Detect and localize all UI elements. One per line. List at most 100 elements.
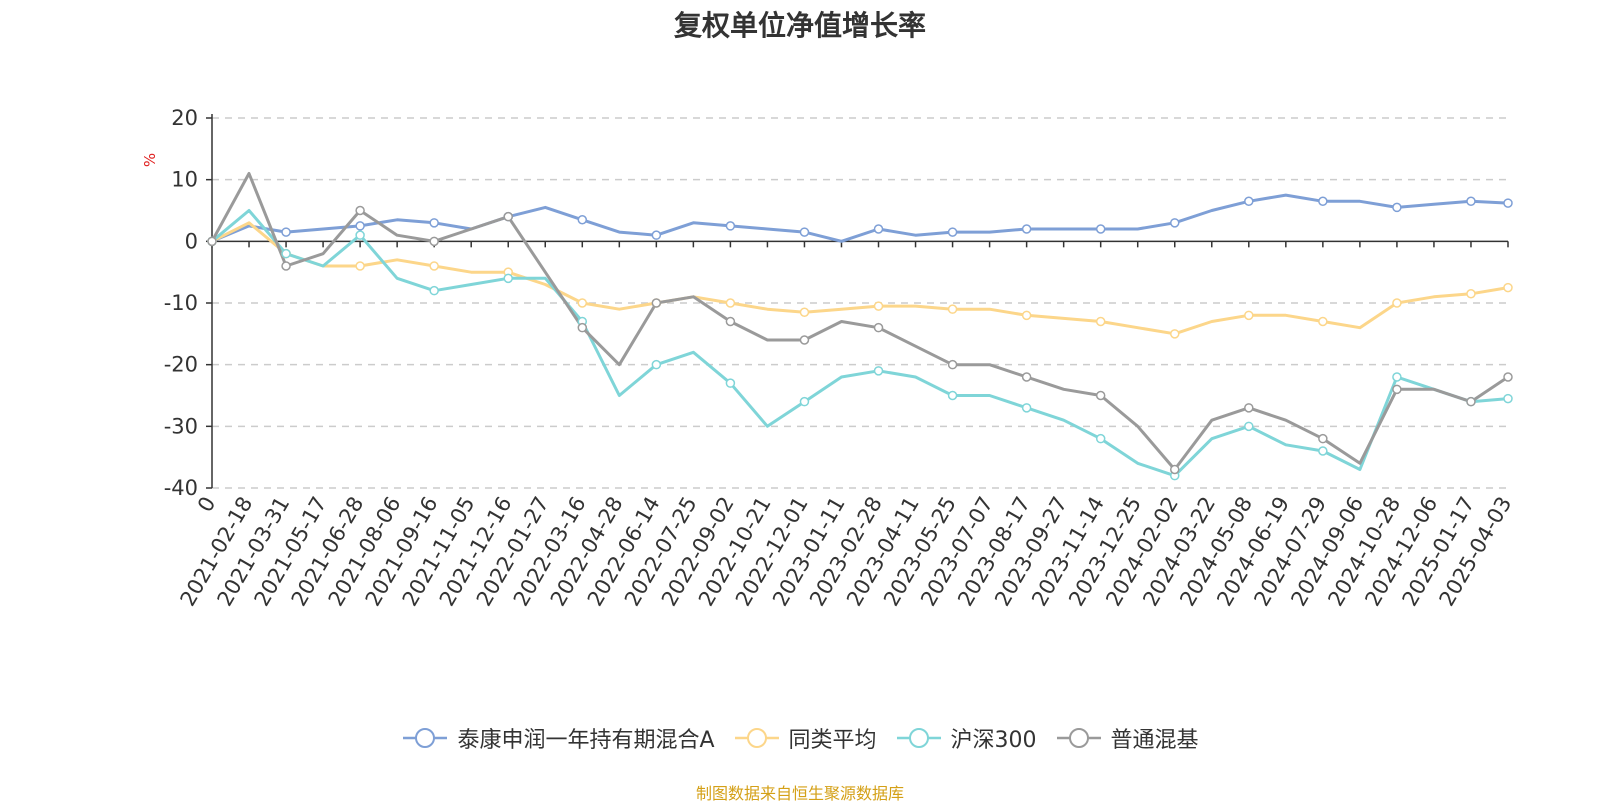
data-point xyxy=(651,298,662,308)
data-point xyxy=(281,227,291,237)
data-point xyxy=(1244,196,1254,206)
legend-label: 同类平均 xyxy=(788,728,877,753)
y-tick-label: -30 xyxy=(164,414,198,438)
series-line-3 xyxy=(210,172,1509,471)
y-axis-label: % xyxy=(141,153,159,167)
data-point xyxy=(503,211,513,222)
data-point xyxy=(1095,316,1106,327)
data-point xyxy=(1021,310,1032,321)
data-point xyxy=(725,221,736,231)
series-line-0 xyxy=(211,193,1509,243)
data-point xyxy=(725,378,736,388)
data-point xyxy=(207,236,217,247)
data-point xyxy=(577,298,588,308)
legend-swatch-icon xyxy=(403,728,448,748)
data-point xyxy=(355,205,365,216)
data-point xyxy=(1466,196,1476,206)
data-point xyxy=(503,273,513,284)
y-tick-label: -10 xyxy=(164,291,198,315)
data-point xyxy=(1095,224,1106,234)
data-point xyxy=(1169,464,1180,475)
data-point xyxy=(429,236,439,247)
y-tick-label: -40 xyxy=(164,476,198,500)
data-point xyxy=(1095,390,1106,401)
data-point xyxy=(947,390,958,401)
y-tick-label: -20 xyxy=(164,353,198,377)
data-point xyxy=(1318,433,1328,444)
data-point xyxy=(799,227,810,237)
data-point xyxy=(1318,316,1328,327)
data-point xyxy=(281,261,291,271)
data-point xyxy=(1318,196,1328,206)
data-point xyxy=(1392,384,1402,395)
data-point xyxy=(1021,372,1032,382)
data-point xyxy=(1169,218,1180,228)
data-point xyxy=(1095,433,1106,444)
data-point xyxy=(577,215,588,225)
series-line-2 xyxy=(211,209,1509,478)
legend-item[interactable]: 沪深300 xyxy=(895,722,1037,754)
data-point xyxy=(873,224,884,234)
data-point xyxy=(281,248,291,259)
series-lines xyxy=(210,172,1509,478)
data-point xyxy=(1503,393,1513,404)
legend-item[interactable]: 泰康申润一年持有期混合A xyxy=(401,722,715,754)
legend-label: 普通混基 xyxy=(1110,728,1199,753)
data-point xyxy=(429,261,439,271)
source-note: 制图数据来自恒生聚源数据库 xyxy=(695,784,904,803)
data-point xyxy=(1466,289,1476,299)
axis-labels: 20100-10-20-30-40%02021-02-182021-03-312… xyxy=(141,106,1516,610)
data-point xyxy=(1503,282,1513,293)
data-point xyxy=(1169,329,1180,339)
data-point xyxy=(429,285,439,296)
y-tick-label: 20 xyxy=(171,106,198,130)
data-point xyxy=(1392,202,1402,213)
series-line-1 xyxy=(211,221,1509,336)
x-tick-label: 0 xyxy=(193,493,220,517)
legend-swatch-icon xyxy=(734,728,779,748)
data-point xyxy=(355,221,365,231)
y-tick-label: 10 xyxy=(171,168,198,192)
data-point xyxy=(355,261,365,271)
series-markers xyxy=(207,196,1513,481)
data-point xyxy=(1244,403,1254,413)
axes xyxy=(206,114,1509,489)
data-point xyxy=(873,322,884,333)
data-point xyxy=(355,230,365,240)
data-point xyxy=(799,396,810,407)
data-point xyxy=(947,227,958,237)
data-point xyxy=(1503,372,1513,382)
data-point xyxy=(799,307,810,317)
data-point xyxy=(1021,403,1032,413)
data-point xyxy=(1392,298,1402,308)
data-point xyxy=(1021,224,1032,234)
data-point xyxy=(725,298,736,308)
data-point xyxy=(1318,446,1328,456)
data-point xyxy=(725,316,736,327)
chart-legend: 泰康申润一年持有期混合A 同类平均 沪深300 普通混基 xyxy=(0,722,1600,754)
data-point xyxy=(1244,310,1254,321)
data-point xyxy=(429,218,439,228)
data-point xyxy=(1392,372,1402,382)
legend-item[interactable]: 同类平均 xyxy=(733,722,877,754)
legend-item[interactable]: 普通混基 xyxy=(1055,722,1199,754)
legend-swatch-icon xyxy=(1056,728,1101,748)
data-point xyxy=(1244,421,1254,432)
data-point xyxy=(799,335,810,345)
data-point xyxy=(577,322,588,333)
data-point xyxy=(873,301,884,311)
data-point xyxy=(651,230,662,240)
grid-lines xyxy=(212,117,1508,489)
data-point xyxy=(1466,396,1476,407)
data-point xyxy=(1503,198,1513,208)
legend-label: 沪深300 xyxy=(950,728,1037,753)
data-point xyxy=(947,304,958,314)
chart-title: 复权单位净值增长率 xyxy=(673,9,926,42)
legend-swatch-icon xyxy=(896,728,941,748)
legend-label: 泰康申润一年持有期混合A xyxy=(457,728,715,753)
y-tick-label: 0 xyxy=(185,229,198,253)
data-point xyxy=(873,366,884,376)
data-point xyxy=(651,359,662,370)
data-point xyxy=(947,359,958,370)
